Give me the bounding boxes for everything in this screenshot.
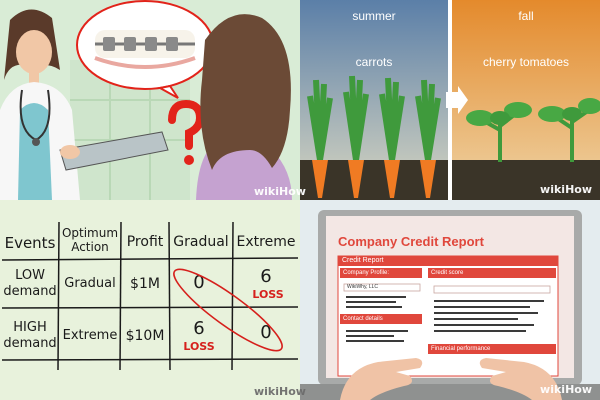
watermark: wikiHow bbox=[540, 383, 592, 396]
table-header-gradual: Gradual bbox=[173, 234, 229, 250]
tomato-plants bbox=[466, 98, 600, 162]
panel-decision-table: Events Optimum Action Profit Gradual Ext… bbox=[0, 200, 300, 400]
loss-note-gradual-high: LOSS bbox=[183, 340, 215, 353]
question-mark-icon bbox=[168, 99, 205, 165]
watermark: wikiHow bbox=[540, 183, 592, 196]
report-band-label: Credit Report bbox=[342, 257, 384, 264]
financial-performance-label: Financial performance bbox=[431, 346, 491, 352]
table-cell-gradual-low: 0 bbox=[193, 272, 205, 293]
carrot-plants bbox=[307, 75, 441, 198]
table-cell-extreme-low: 6 bbox=[260, 266, 272, 287]
panel-orthodontist bbox=[0, 0, 300, 200]
typing-hands bbox=[340, 358, 562, 400]
table-header-extreme: Extreme bbox=[236, 234, 296, 250]
table-header-optimum-action: Optimum Action bbox=[61, 226, 119, 254]
braces-icon bbox=[94, 30, 196, 69]
arrow-right-icon bbox=[446, 86, 468, 114]
stethoscope-icon bbox=[19, 89, 51, 146]
patient-figure bbox=[196, 14, 292, 200]
table-lines bbox=[1, 221, 299, 371]
fall-label: fall bbox=[518, 9, 534, 23]
table-cell-profit-1m: $1M bbox=[130, 276, 160, 292]
watermark: wikiHow bbox=[254, 185, 306, 198]
table-cell-gradual-high: 6 bbox=[193, 318, 205, 339]
table-header-events: Events bbox=[4, 234, 56, 252]
laptop-illustration bbox=[300, 200, 600, 400]
table-cell-event-high: HIGH demand bbox=[3, 320, 57, 351]
table-cell-action-extreme: Extreme bbox=[62, 328, 118, 343]
clipboard-icon bbox=[59, 131, 169, 171]
company-profile-label: Company Profile: bbox=[343, 270, 390, 276]
doctor-figure bbox=[0, 9, 169, 200]
table-cell-profit-10m: $10M bbox=[125, 328, 165, 344]
credit-score-label: Credit score bbox=[431, 270, 464, 276]
table-cell-action-gradual: Gradual bbox=[64, 276, 116, 291]
loss-note-extreme-low: LOSS bbox=[252, 288, 284, 301]
company-name-value: WikiWhy, LLC bbox=[347, 284, 379, 290]
panel-credit-report: Company Credit Report Credit Report Comp… bbox=[300, 200, 600, 400]
table-header-profit: Profit bbox=[126, 234, 164, 250]
orthodontist-illustration bbox=[0, 0, 300, 200]
seasons-illustration bbox=[300, 0, 600, 200]
loss-diagonal-highlight bbox=[173, 268, 283, 352]
carrots-label: carrots bbox=[355, 55, 393, 69]
report-title: Company Credit Report bbox=[338, 234, 484, 249]
summer-label: summer bbox=[352, 9, 396, 23]
table-cell-event-low: LOW demand bbox=[3, 268, 57, 299]
table-cell-extreme-high: 0 bbox=[260, 322, 272, 343]
contact-details-label: Contact details bbox=[343, 316, 383, 322]
watermark: wikiHow bbox=[254, 385, 306, 398]
panel-seasons: summer carrots fall cherry tomatoes wiki… bbox=[300, 0, 600, 200]
cherry-tomatoes-label: cherry tomatoes bbox=[482, 55, 570, 69]
